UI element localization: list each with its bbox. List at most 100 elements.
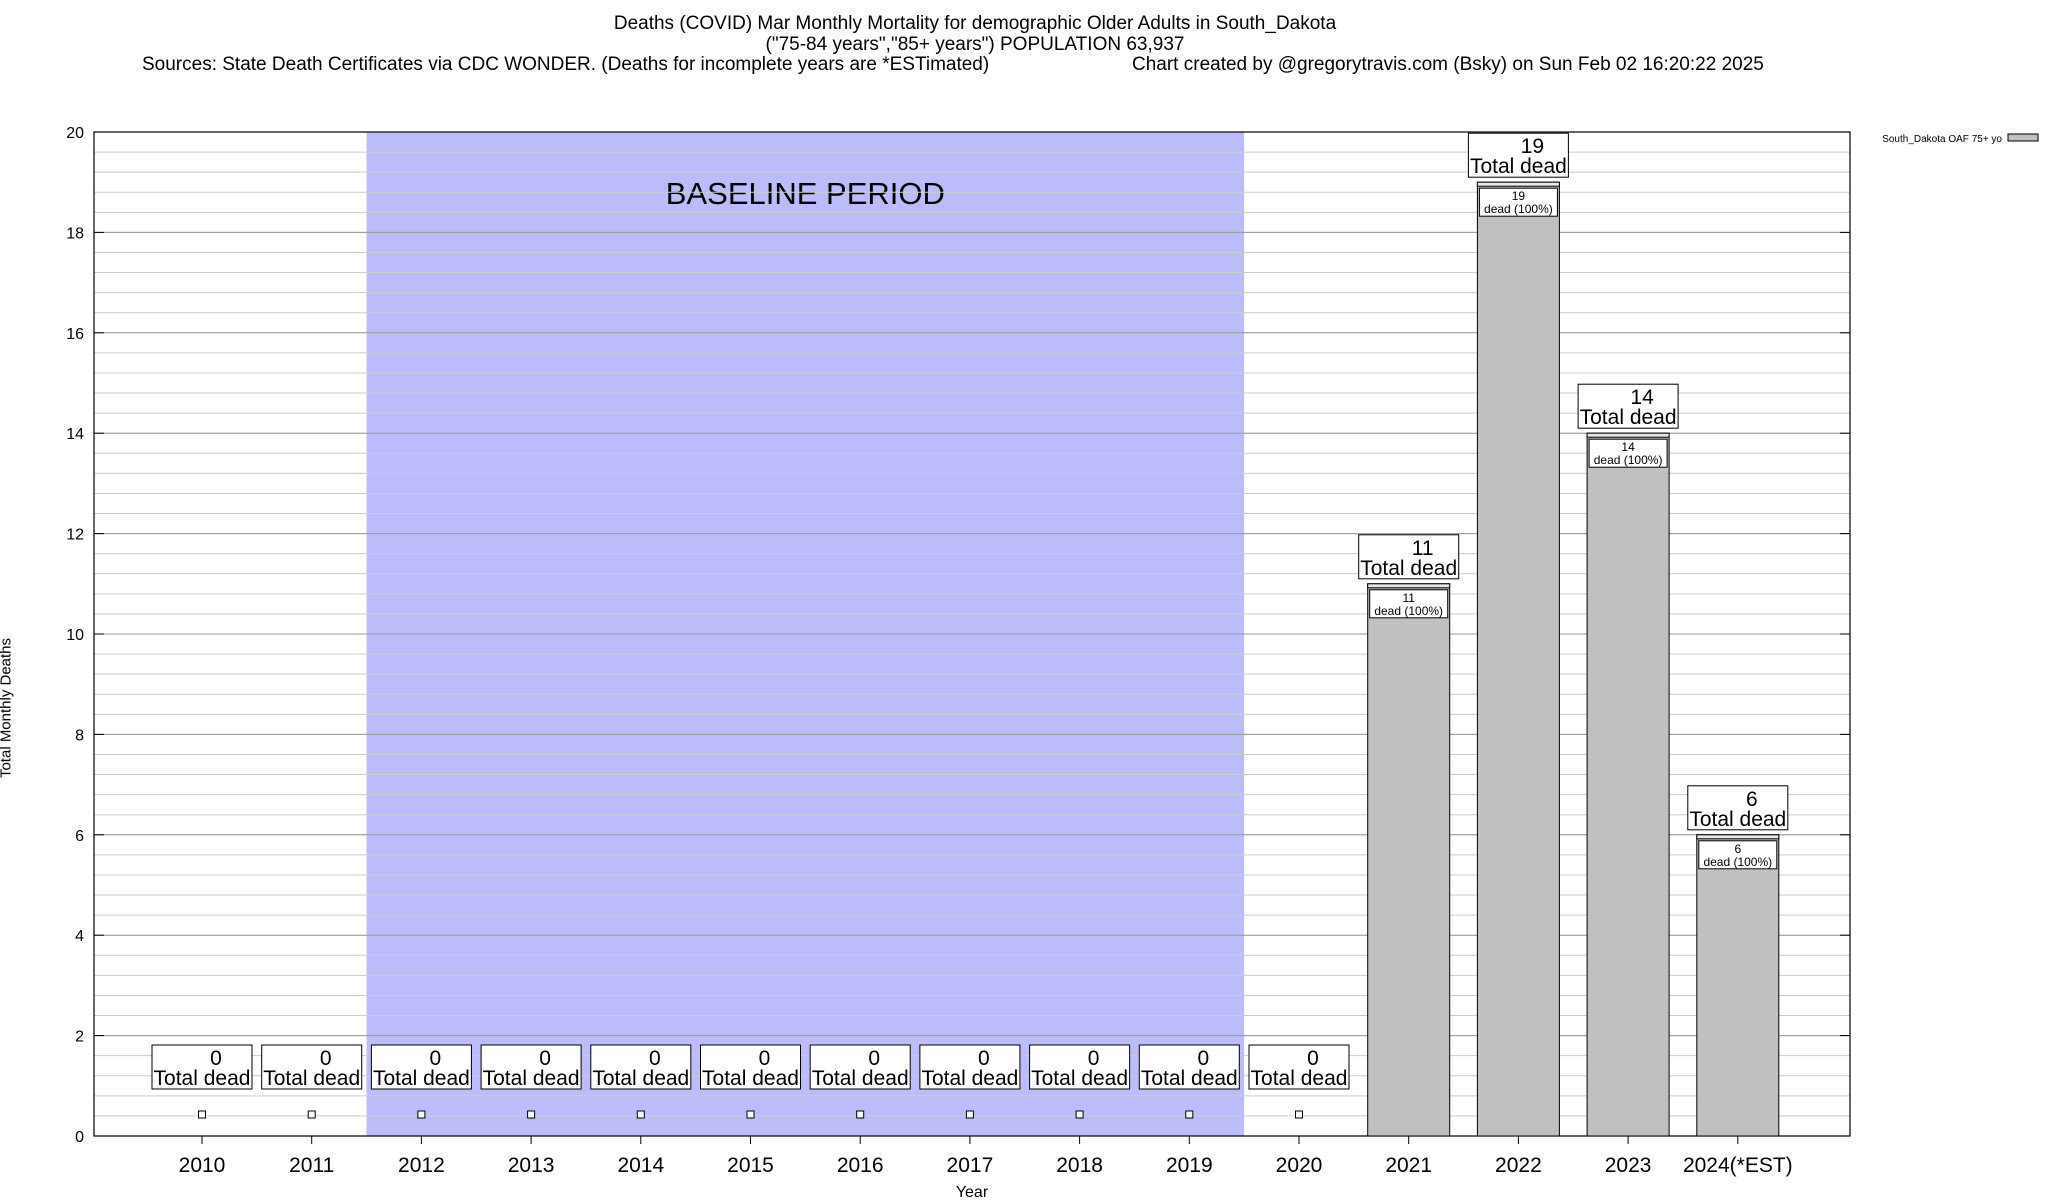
total-text-label: Total dead xyxy=(1470,155,1567,178)
total-label-box xyxy=(700,1044,801,1090)
bar xyxy=(1586,432,1670,1137)
total-value-label: 11 xyxy=(1412,537,1434,560)
x-tick-label: 2022 xyxy=(1495,1154,1542,1177)
zero-marker xyxy=(1075,1110,1084,1119)
inner-value-label: 6 xyxy=(1734,842,1741,856)
inner-label-box xyxy=(1588,438,1668,468)
x-tick-label: 2024(*EST) xyxy=(1683,1154,1793,1177)
bar-top-segment xyxy=(1586,432,1670,438)
x-axis-label: Year xyxy=(956,1184,989,1200)
total-text-label: Total dead xyxy=(1360,557,1457,580)
y-tick-label: 18 xyxy=(66,225,84,242)
inner-value-label: 19 xyxy=(1512,189,1526,203)
y-tick-label: 20 xyxy=(66,125,84,142)
total-value-label: 0 xyxy=(430,1047,442,1070)
total-text-label: Total dead xyxy=(702,1067,799,1090)
total-value-label: 0 xyxy=(759,1047,771,1070)
bar-top-segment xyxy=(1476,181,1560,187)
chart-credit: Chart created by @gregorytravis.com (Bsk… xyxy=(1132,54,1764,75)
total-text-label: Total dead xyxy=(921,1067,1018,1090)
y-tick-label: 14 xyxy=(66,426,84,443)
x-tick-label: 2014 xyxy=(617,1154,664,1177)
bar-top-segment xyxy=(1696,834,1780,840)
zero-marker xyxy=(856,1110,865,1119)
chart-sources: Sources: State Death Certificates via CD… xyxy=(142,54,990,75)
total-label-box xyxy=(151,1044,253,1090)
zero-marker xyxy=(1185,1110,1194,1119)
x-tick-label: 2017 xyxy=(947,1154,994,1177)
baseline-label: BASELINE PERIOD xyxy=(666,176,945,211)
total-value-label: 19 xyxy=(1521,135,1544,158)
inner-percent-label: dead (100%) xyxy=(1703,855,1772,869)
inner-value-label: 14 xyxy=(1621,440,1635,454)
total-label-box xyxy=(809,1044,911,1090)
total-text-label: Total dead xyxy=(812,1067,909,1090)
x-tick-label: 2015 xyxy=(727,1154,774,1177)
total-value-label: 14 xyxy=(1630,386,1654,409)
y-tick-label: 10 xyxy=(66,627,84,644)
bar xyxy=(1367,583,1451,1137)
x-tick-label: 2018 xyxy=(1056,1154,1103,1177)
y-tick-label: 16 xyxy=(66,326,84,343)
total-label-box xyxy=(1358,534,1460,580)
x-tick-label: 2020 xyxy=(1276,1154,1323,1177)
total-label-box xyxy=(261,1044,363,1090)
total-text-label: Total dead xyxy=(483,1067,580,1090)
total-text-label: Total dead xyxy=(1031,1067,1128,1090)
x-tick-label: 2023 xyxy=(1605,1154,1652,1177)
chart-title: Deaths (COVID) Mar Monthly Mortality for… xyxy=(613,13,1337,34)
total-label-box xyxy=(919,1044,1021,1090)
zero-marker xyxy=(1295,1110,1303,1119)
total-value-label: 0 xyxy=(978,1047,990,1070)
total-value-label: 6 xyxy=(1746,788,1758,811)
inner-percent-label: dead (100%) xyxy=(1594,453,1663,467)
total-value-label: 0 xyxy=(1197,1047,1209,1070)
x-tick-label: 2016 xyxy=(837,1154,884,1177)
total-label-box xyxy=(590,1044,692,1090)
y-tick-label: 2 xyxy=(75,1029,84,1046)
zero-marker xyxy=(746,1110,755,1119)
total-text-label: Total dead xyxy=(1580,406,1677,429)
total-value-label: 0 xyxy=(1307,1047,1319,1070)
total-text-label: Total dead xyxy=(263,1067,360,1090)
total-label-box xyxy=(370,1044,472,1090)
zero-marker xyxy=(198,1110,206,1119)
total-value-label: 0 xyxy=(868,1047,880,1070)
inner-label-box xyxy=(1369,589,1449,619)
total-text-label: Total dead xyxy=(1251,1067,1348,1090)
total-text-label: Total dead xyxy=(1141,1067,1238,1090)
zero-marker xyxy=(965,1110,974,1119)
chart-subtitle: ("75-84 years","85+ years") POPULATION 6… xyxy=(765,34,1185,55)
total-label-box xyxy=(1577,383,1679,429)
bar-top-segment xyxy=(1367,583,1451,589)
x-tick-label: 2010 xyxy=(179,1154,226,1177)
zero-marker xyxy=(417,1110,426,1119)
x-tick-label: 2013 xyxy=(508,1154,555,1177)
legend-swatch xyxy=(2007,133,2039,142)
y-tick-label: 0 xyxy=(75,1129,84,1146)
total-label-box xyxy=(1138,1044,1240,1090)
inner-label-box xyxy=(1698,840,1778,870)
total-text-label: Total dead xyxy=(592,1067,689,1090)
total-label-box xyxy=(1467,132,1569,178)
legend-label: South_Dakota OAF 75+ yo xyxy=(1882,134,2002,145)
total-text-label: Total dead xyxy=(1689,808,1786,831)
plot-frame xyxy=(93,131,1851,1137)
total-label-box xyxy=(480,1044,582,1090)
x-tick-label: 2019 xyxy=(1166,1154,1213,1177)
inner-percent-label: dead (100%) xyxy=(1374,604,1443,618)
inner-label-box xyxy=(1478,187,1558,217)
total-text-label: Total dead xyxy=(154,1067,251,1090)
y-tick-label: 12 xyxy=(66,527,84,544)
zero-marker xyxy=(636,1110,645,1119)
y-tick-label: 4 xyxy=(75,928,84,945)
y-tick-label: 6 xyxy=(75,828,84,845)
bar xyxy=(1476,181,1560,1137)
x-tick-label: 2021 xyxy=(1385,1154,1432,1177)
total-value-label: 0 xyxy=(649,1047,661,1070)
y-tick-label: 8 xyxy=(75,727,84,744)
total-label-box xyxy=(1248,1044,1350,1090)
x-tick-label: 2012 xyxy=(398,1154,445,1177)
total-value-label: 0 xyxy=(1088,1047,1100,1070)
